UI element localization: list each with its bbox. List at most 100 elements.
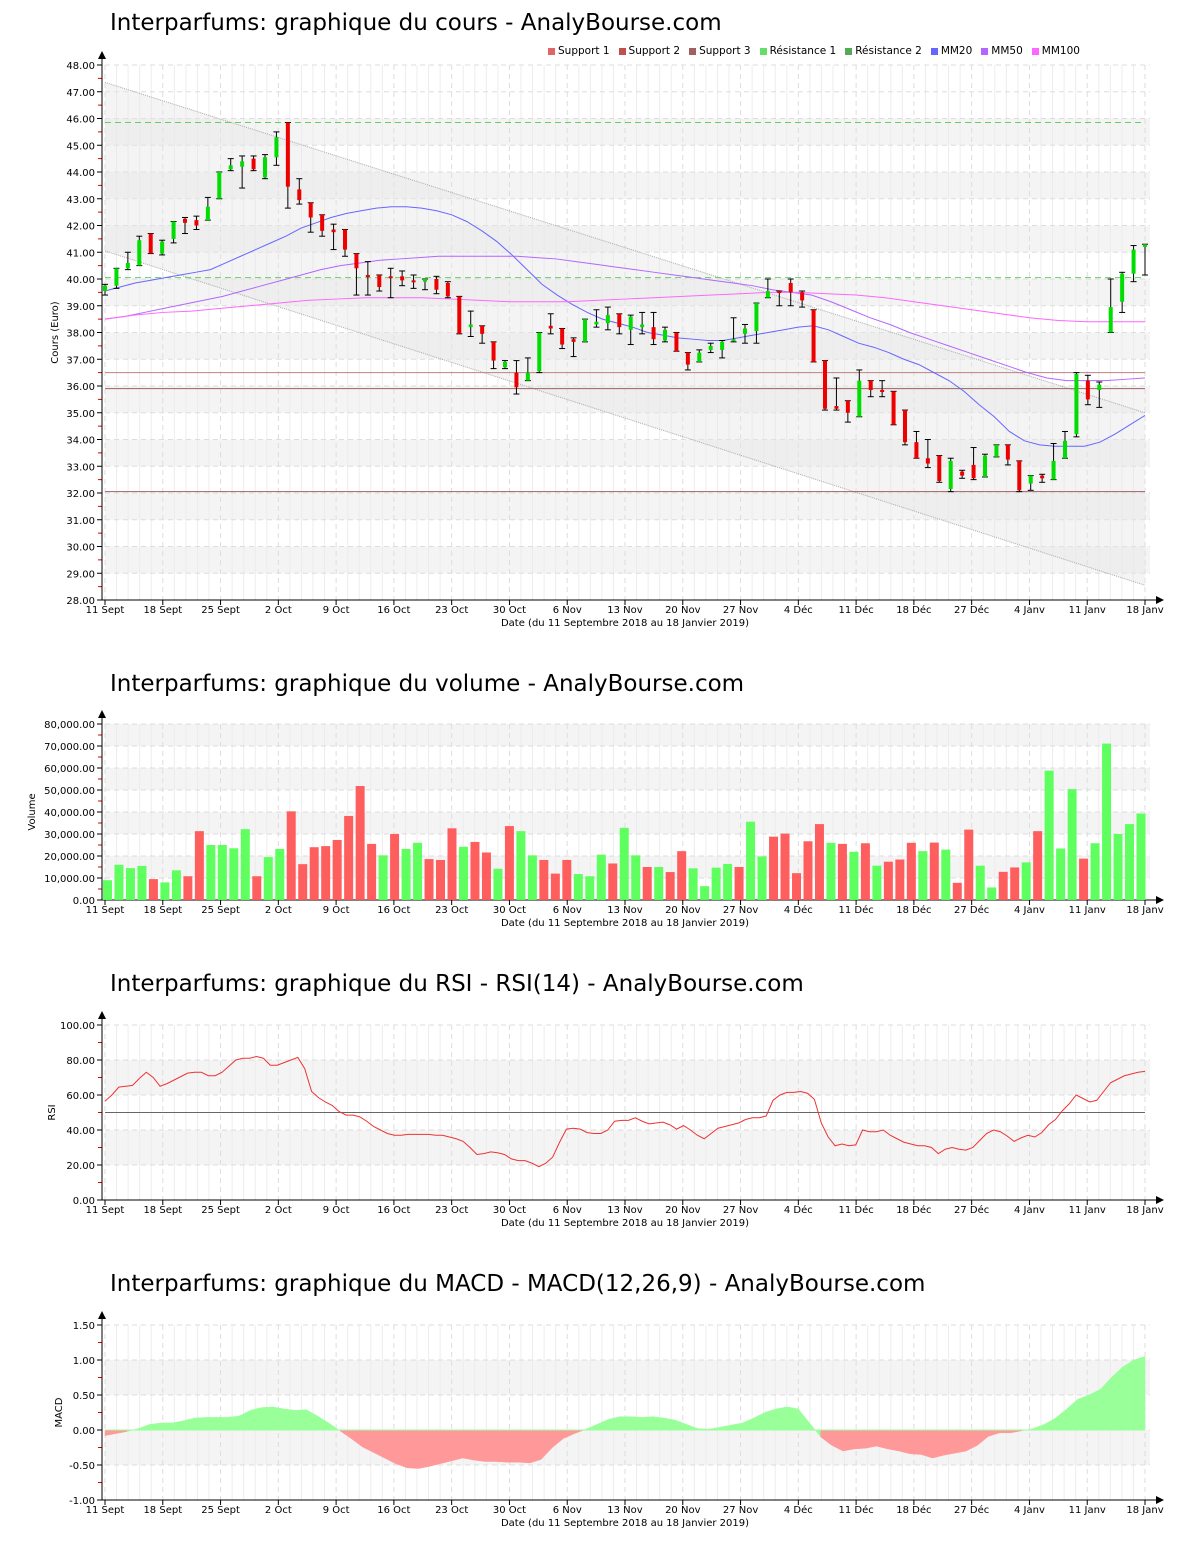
candle: [444, 281, 451, 299]
candle: [1027, 475, 1034, 491]
volume-bar: [746, 821, 756, 900]
svg-text:20 Nov: 20 Nov: [665, 605, 701, 616]
legend-swatch-icon: [1031, 47, 1039, 55]
volume-bar: [883, 861, 893, 900]
svg-text:41.00: 41.00: [66, 248, 95, 259]
svg-text:35.00: 35.00: [66, 409, 95, 420]
svg-text:-1.00: -1.00: [69, 1496, 95, 1507]
candle: [673, 332, 680, 352]
svg-text:80.00: 80.00: [66, 1056, 95, 1067]
volume-bar: [493, 868, 503, 900]
svg-text:18 Sept: 18 Sept: [143, 605, 182, 616]
volume-bar: [677, 851, 687, 900]
candle: [856, 369, 863, 418]
volume-bar: [183, 876, 193, 900]
candle: [239, 155, 246, 189]
legend-item: Support 3: [689, 45, 751, 57]
svg-text:18 Sept: 18 Sept: [143, 1205, 182, 1216]
svg-text:50,000.00: 50,000.00: [44, 786, 95, 797]
volume-bar: [929, 842, 939, 900]
svg-text:4 Janv: 4 Janv: [1014, 1505, 1045, 1516]
svg-text:0.00: 0.00: [73, 1426, 95, 1437]
candle: [136, 235, 143, 267]
svg-text:23 Oct: 23 Oct: [435, 1505, 468, 1516]
volume-bar: [367, 843, 377, 900]
legend-label: MM100: [1041, 45, 1080, 57]
svg-text:11 Janv: 11 Janv: [1069, 605, 1106, 616]
candle: [330, 223, 337, 251]
volume-bar: [481, 852, 491, 900]
svg-text:20 Nov: 20 Nov: [665, 1505, 701, 1516]
volume-bar: [1113, 834, 1123, 900]
macd-chart-title: Interparfums: graphique du MACD - MACD(1…: [110, 1271, 926, 1297]
volume-bar: [1079, 858, 1089, 900]
svg-text:25 Sept: 25 Sept: [201, 1505, 240, 1516]
svg-text:32.00: 32.00: [66, 489, 95, 500]
volume-bar: [596, 854, 606, 900]
candle: [456, 295, 463, 335]
legend-label: MM50: [991, 45, 1023, 57]
svg-text:2 Oct: 2 Oct: [265, 1205, 292, 1216]
candle: [867, 380, 874, 398]
volume-bar: [470, 841, 480, 900]
candle: [890, 390, 897, 426]
svg-text:16 Oct: 16 Oct: [377, 605, 410, 616]
candle: [307, 202, 314, 233]
svg-text:60,000.00: 60,000.00: [44, 764, 95, 775]
svg-text:16 Oct: 16 Oct: [377, 1205, 410, 1216]
svg-text:70,000.00: 70,000.00: [44, 742, 95, 753]
svg-text:42.00: 42.00: [66, 222, 95, 233]
candle: [913, 430, 920, 459]
svg-text:RSI: RSI: [47, 1104, 58, 1120]
macd-chart: -1.00 -0.50 0.00 0.50 1.00 1.50 11 Sept 18 Sept…: [54, 1311, 1164, 1529]
candle: [204, 196, 211, 221]
volume-bar: [275, 848, 285, 900]
candle: [262, 154, 268, 180]
volume-bar: [941, 849, 951, 900]
svg-text:20.00: 20.00: [66, 1161, 95, 1172]
candle: [924, 439, 931, 469]
svg-text:25 Sept: 25 Sept: [201, 1205, 240, 1216]
volume-bar: [1033, 831, 1043, 900]
legend-item: MM20: [930, 45, 972, 57]
volume-bar: [573, 874, 583, 900]
volume-bar: [390, 834, 400, 900]
svg-text:29.00: 29.00: [66, 569, 95, 580]
legend-item: MM100: [1031, 45, 1080, 57]
svg-text:36.00: 36.00: [66, 382, 95, 393]
svg-text:60.00: 60.00: [66, 1091, 95, 1102]
volume-bar: [1125, 824, 1135, 900]
candle: [296, 178, 303, 205]
candle: [684, 352, 691, 371]
candle: [479, 325, 486, 344]
volume-bar: [321, 846, 331, 900]
price-chart-legend: Support 1 Support 2 Support 3 Résistance 1 R…: [548, 45, 1080, 57]
svg-text:23 Oct: 23 Oct: [435, 1205, 468, 1216]
candle: [170, 220, 177, 244]
volume-bar: [723, 863, 733, 900]
candle: [147, 233, 154, 255]
volume-bar: [401, 848, 411, 900]
candle: [730, 317, 737, 343]
rsi-line: [104, 1055, 1146, 1168]
candle: [787, 278, 794, 307]
svg-text:30 Oct: 30 Oct: [493, 1505, 526, 1516]
svg-text:18 Déc: 18 Déc: [896, 1204, 931, 1216]
candle: [970, 447, 977, 481]
svg-text:27 Déc: 27 Déc: [954, 604, 989, 616]
candle: [216, 171, 223, 200]
candle: [1119, 271, 1126, 313]
volume-bar: [975, 865, 985, 900]
legend-swatch-icon: [759, 47, 767, 55]
volume-bar: [344, 815, 354, 900]
candle: [113, 267, 120, 289]
candle: [1039, 473, 1046, 483]
svg-text:11 Déc: 11 Déc: [838, 604, 873, 616]
svg-text:13 Nov: 13 Nov: [607, 1505, 643, 1516]
svg-text:20 Nov: 20 Nov: [665, 905, 701, 916]
volume-bar: [906, 842, 916, 900]
candle: [250, 155, 257, 172]
candle: [627, 314, 634, 346]
svg-text:6 Nov: 6 Nov: [553, 1505, 582, 1516]
volume-bar: [688, 868, 698, 900]
